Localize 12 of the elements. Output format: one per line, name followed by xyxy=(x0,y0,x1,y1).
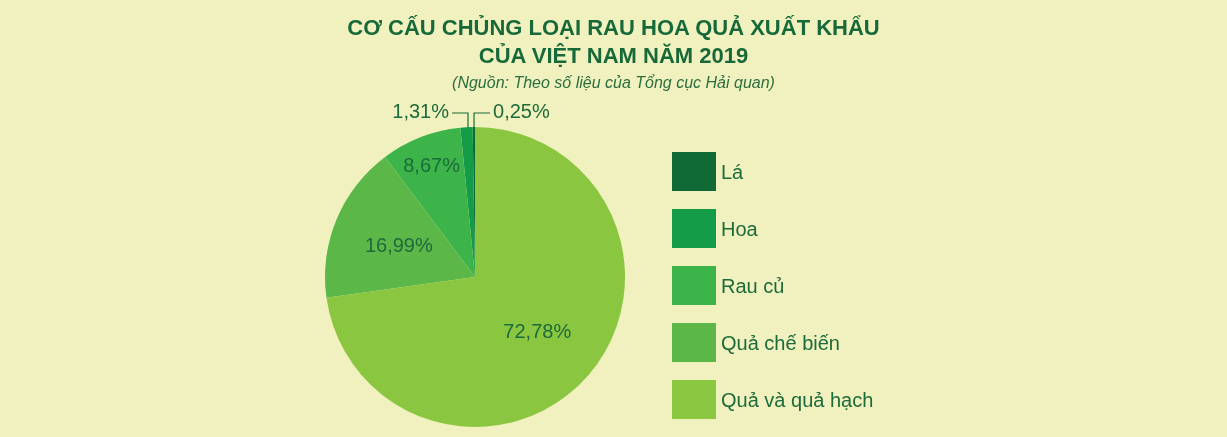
legend-label: Hoa xyxy=(721,217,759,240)
legend-label: Rau củ xyxy=(721,274,785,297)
data-label: 8,67% xyxy=(403,154,461,177)
data-label: 1,31% xyxy=(392,100,450,122)
legend-label: Quả và quả hạch xyxy=(721,388,874,411)
chart-subtitle: (Nguồn: Theo số liệu của Tổng cục Hải quan) xyxy=(452,73,775,91)
data-label: 72,78% xyxy=(503,320,572,343)
legend-label: Lá xyxy=(721,160,745,183)
data-label: 16,99% xyxy=(364,234,433,257)
legend-label: Quả chế biến xyxy=(721,331,840,354)
data-label: 0,25% xyxy=(493,100,550,122)
chart-title: CƠ CẤU CHỦNG LOẠI RAU HOA QUẢ XUẤT KHẨU CỦA VIỆT NAM NĂM 2019 xyxy=(347,14,880,68)
